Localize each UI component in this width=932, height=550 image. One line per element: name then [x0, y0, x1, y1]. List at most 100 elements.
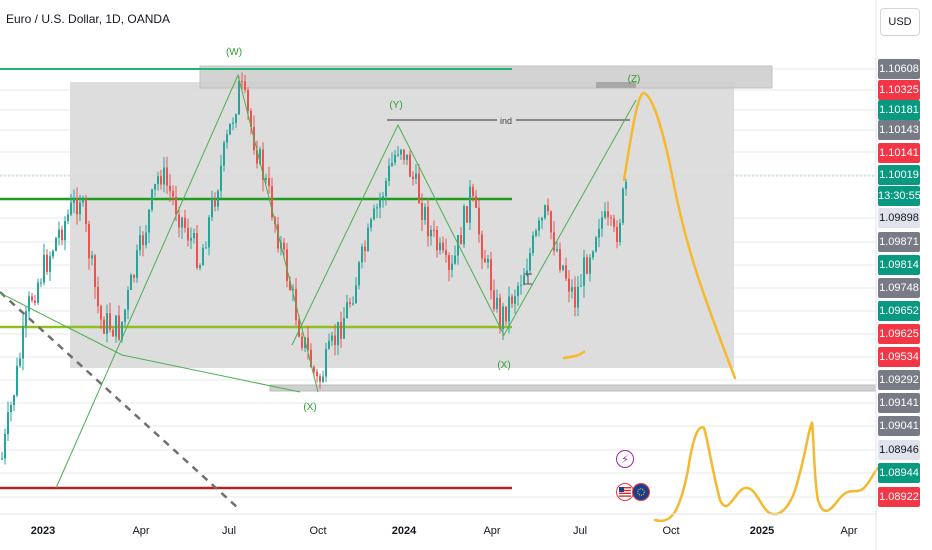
- candle-body: [19, 358, 21, 366]
- candle-body: [604, 211, 606, 218]
- candle-body: [145, 232, 147, 246]
- candle-body: [325, 348, 327, 377]
- candle-body: [10, 404, 12, 413]
- lightning-icon[interactable]: ⚡: [616, 450, 634, 468]
- candle-body: [358, 262, 360, 286]
- candle-body: [28, 296, 30, 312]
- candle-body: [427, 206, 429, 237]
- price-tag: 1.10141: [878, 143, 920, 163]
- candle-body: [169, 185, 171, 192]
- candle-body: [586, 257, 588, 274]
- candle-body: [139, 235, 141, 251]
- candle-body: [250, 111, 252, 127]
- bottom-support-zone: [269, 384, 877, 392]
- candle-body: [448, 255, 450, 270]
- candle-body: [226, 134, 228, 143]
- candle-body: [403, 149, 405, 160]
- candle-body: [595, 237, 597, 252]
- candle-body: [301, 336, 303, 348]
- price-tag: 1.09652: [878, 301, 920, 321]
- candle-body: [385, 180, 387, 197]
- candle-body: [529, 253, 531, 271]
- candle-body: [37, 282, 39, 303]
- candle-body: [25, 311, 27, 327]
- candle-body: [109, 313, 111, 330]
- candle-body: [202, 247, 204, 266]
- candle-body: [82, 199, 84, 203]
- price-tag: 1.10325: [878, 80, 920, 100]
- candle-body: [547, 205, 549, 212]
- time-label: Jul: [221, 525, 237, 537]
- price-tag: 1.08946: [878, 440, 920, 460]
- candle-body: [538, 220, 540, 231]
- wave-label: (W): [225, 47, 243, 58]
- candle-body: [307, 337, 309, 350]
- price-tag: 1.08922: [878, 487, 920, 507]
- candle-body: [187, 227, 189, 241]
- candle-body: [103, 319, 105, 334]
- price-tag: 1.10181: [878, 100, 920, 120]
- candle-body: [412, 176, 414, 179]
- candle-body: [340, 321, 342, 339]
- price-tag: 1.10143: [878, 120, 920, 140]
- candle-body: [457, 235, 459, 256]
- eu-flag-icon[interactable]: [632, 483, 650, 501]
- price-tag: 1.09871: [878, 232, 920, 252]
- candle-body: [151, 189, 153, 210]
- candle-body: [229, 123, 231, 135]
- candle-body: [361, 246, 363, 263]
- currency-button[interactable]: USD: [880, 8, 920, 36]
- candle-body: [370, 219, 372, 228]
- dashed-trendline: [0, 291, 239, 509]
- candle-body: [493, 290, 495, 310]
- candle-body: [22, 326, 24, 359]
- candle-body: [520, 284, 522, 286]
- candle-body: [205, 247, 207, 249]
- candle-body: [247, 90, 249, 112]
- candle-body: [424, 206, 426, 220]
- candle-body: [292, 288, 294, 290]
- candle-body: [406, 154, 408, 160]
- candle-body: [622, 188, 624, 223]
- price-tag: 1.09625: [878, 324, 920, 344]
- candle-body: [106, 313, 108, 334]
- candle-body: [577, 286, 579, 308]
- price-tag: 1.09292: [878, 370, 920, 390]
- candle-body: [163, 167, 165, 185]
- time-label: Apr: [132, 525, 150, 537]
- symbol-title[interactable]: Euro / U.S. Dollar, 1D, OANDA: [6, 12, 171, 26]
- candle-body: [511, 296, 513, 304]
- candle-body: [559, 249, 561, 270]
- top-zone-marker: [596, 82, 636, 88]
- candle-body: [334, 335, 336, 345]
- candle-body: [481, 234, 483, 259]
- candle-body: [460, 235, 462, 245]
- candle-body: [58, 229, 60, 238]
- wave-label: (X): [303, 402, 317, 413]
- candle-body: [442, 242, 444, 251]
- candle-body: [484, 258, 486, 263]
- candle-body: [298, 320, 300, 337]
- candle-body: [265, 177, 267, 180]
- candle-body: [319, 376, 321, 382]
- candle-body: [220, 165, 222, 192]
- candle-body: [136, 250, 138, 278]
- candle-body: [607, 211, 609, 218]
- us-flag-icon[interactable]: [616, 483, 634, 501]
- candle-body: [190, 238, 192, 241]
- candle-body: [373, 208, 375, 220]
- candle-body: [517, 285, 519, 297]
- candle-body: [490, 258, 492, 291]
- candle-body: [133, 275, 135, 278]
- candle-body: [583, 257, 585, 286]
- candle-body: [61, 229, 63, 241]
- small-projection-mark: [562, 350, 586, 360]
- candle-body: [256, 150, 258, 164]
- candle-body: [535, 230, 537, 236]
- candle-body: [118, 315, 120, 340]
- candle-body: [259, 149, 261, 164]
- candle-body: [382, 196, 384, 199]
- candle-body: [418, 173, 420, 204]
- candle-body: [619, 222, 621, 243]
